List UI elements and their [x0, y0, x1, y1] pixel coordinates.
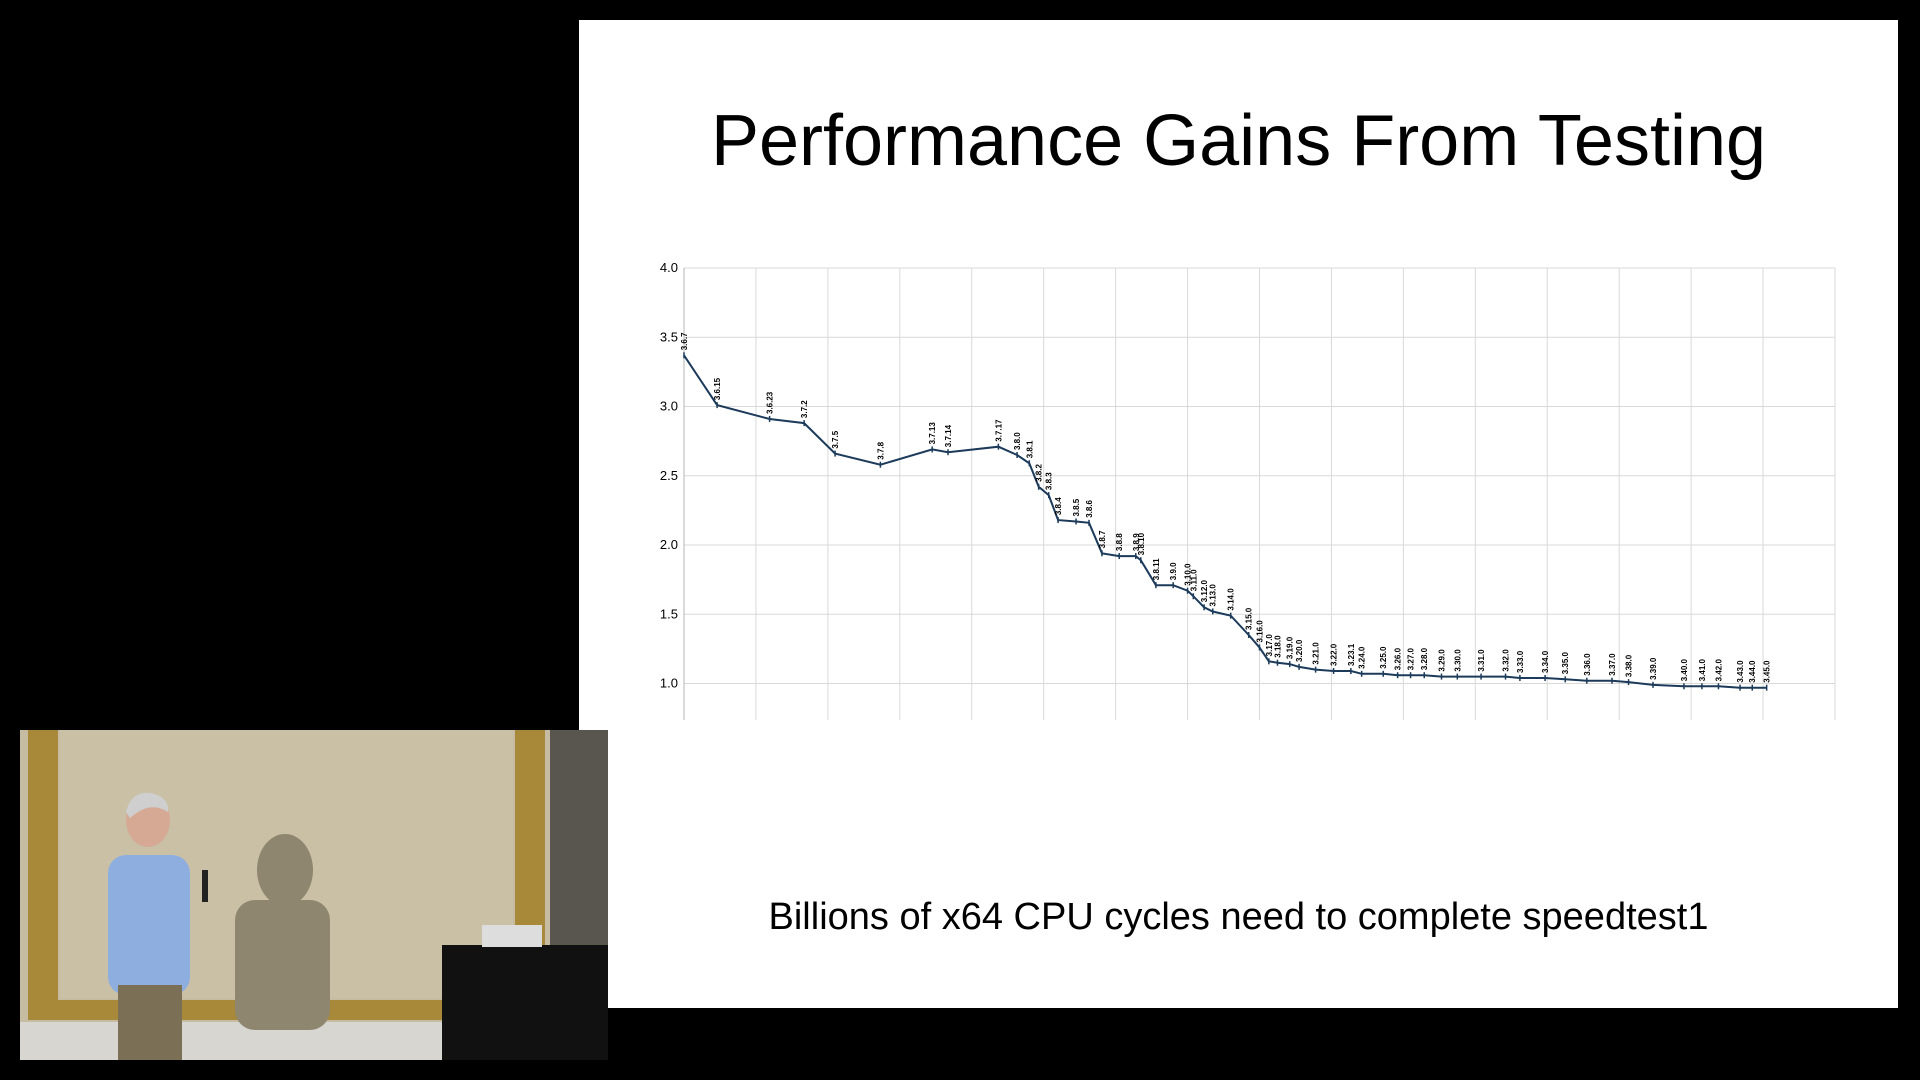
data-label: 3.12.0 — [1200, 579, 1209, 602]
data-label: 3.8.8 — [1115, 533, 1124, 551]
y-tick-label: 1.5 — [660, 606, 678, 621]
data-label: 3.27.0 — [1407, 647, 1416, 670]
data-label: 3.7.14 — [944, 424, 953, 447]
data-label: 3.7.5 — [831, 430, 840, 448]
data-label: 3.8.0 — [1013, 432, 1022, 450]
data-label: 3.11.0 — [1189, 569, 1198, 591]
speaker-scene — [20, 730, 608, 1060]
series-markers — [683, 352, 1768, 691]
data-label: 3.35.0 — [1561, 651, 1570, 674]
data-label: 3.30.0 — [1453, 649, 1462, 672]
data-label: 3.45.0 — [1763, 660, 1772, 683]
data-label: 3.8.1 — [1025, 440, 1034, 458]
data-label: 3.18.0 — [1274, 635, 1283, 658]
y-tick-label: 3.5 — [660, 329, 678, 344]
data-label: 3.24.0 — [1358, 646, 1367, 669]
data-label: 3.8.4 — [1054, 497, 1063, 515]
data-label: 3.42.0 — [1714, 659, 1723, 682]
data-label: 3.37.0 — [1608, 653, 1617, 676]
y-tick-label: 3.0 — [660, 399, 678, 414]
data-label: 3.14.0 — [1227, 588, 1236, 611]
data-label: 3.29.0 — [1437, 649, 1446, 672]
presentation-slide: Performance Gains From Testing 200920102… — [579, 20, 1898, 1008]
data-labels: 3.6.7 3.6.15 3.6.23 3.7.2 3.7.5 3.7.8 3.7.13 3.… — [680, 332, 1772, 683]
data-label: 3.40.0 — [1680, 658, 1689, 681]
data-label: 3.22.0 — [1330, 643, 1339, 666]
data-label: 3.33.0 — [1516, 650, 1525, 673]
speaker-video-inset — [20, 730, 608, 1060]
data-label: 3.8.5 — [1072, 498, 1081, 516]
data-label: 3.8.11 — [1152, 558, 1161, 580]
data-label: 3.8.10 — [1137, 532, 1146, 555]
data-label: 3.7.17 — [994, 419, 1003, 442]
data-label: 3.26.0 — [1394, 647, 1403, 670]
data-label: 3.23.1 — [1347, 643, 1356, 666]
data-label: 3.25.0 — [1379, 646, 1388, 669]
data-label: 3.7.8 — [876, 441, 885, 459]
y-tick-label: 1.0 — [660, 676, 678, 691]
data-label: 3.17.0 — [1265, 634, 1274, 657]
data-label: 3.32.0 — [1501, 649, 1510, 672]
data-label: 3.28.0 — [1420, 647, 1429, 670]
data-label: 3.6.15 — [713, 377, 722, 400]
data-label: 3.15.0 — [1245, 607, 1254, 630]
data-label: 3.7.2 — [800, 400, 809, 418]
data-label: 3.13.0 — [1209, 584, 1218, 607]
data-label: 3.34.0 — [1541, 650, 1550, 673]
y-tick-label: 4.0 — [660, 260, 678, 275]
data-label: 3.8.9 — [1132, 533, 1141, 551]
y-tick-label: 2.5 — [660, 468, 678, 483]
data-label: 3.38.0 — [1625, 654, 1634, 677]
data-label: 3.16.0 — [1255, 620, 1264, 643]
data-label: 3.7.13 — [928, 422, 937, 445]
slide-title: Performance Gains From Testing — [710, 101, 1767, 181]
data-label: 3.41.0 — [1698, 658, 1707, 681]
data-label: 3.8.2 — [1035, 464, 1044, 482]
data-label: 3.43.0 — [1736, 660, 1745, 683]
data-label: 3.10.0 — [1184, 563, 1193, 586]
data-label: 3.20.0 — [1295, 639, 1304, 662]
data-label: 3.44.0 — [1748, 660, 1757, 683]
data-label: 3.36.0 — [1583, 653, 1592, 676]
data-label: 3.8.3 — [1045, 472, 1054, 490]
data-label: 3.31.0 — [1477, 649, 1486, 672]
data-label: 3.19.0 — [1286, 636, 1295, 659]
series-line — [683, 354, 1767, 689]
data-label: 3.8.6 — [1085, 499, 1094, 517]
y-axis-ticks: 0.00.51.01.52.02.53.03.54.0 — [660, 260, 678, 691]
data-label: 3.6.7 — [680, 332, 689, 350]
data-label: 3.21.0 — [1312, 642, 1321, 665]
y-tick-label: 2.0 — [660, 537, 678, 552]
chart-grid — [683, 267, 1836, 720]
chart-axes — [683, 268, 685, 720]
chart: 2009201020112012201320142015201620172018… — [660, 260, 1836, 720]
data-label: 3.8.7 — [1098, 530, 1107, 548]
data-label: 3.39.0 — [1649, 657, 1658, 680]
data-label: 3.6.23 — [766, 391, 775, 414]
slide-caption: Billions of x64 CPU cycles need to compl… — [768, 896, 1709, 938]
data-label: 3.9.0 — [1169, 562, 1178, 580]
